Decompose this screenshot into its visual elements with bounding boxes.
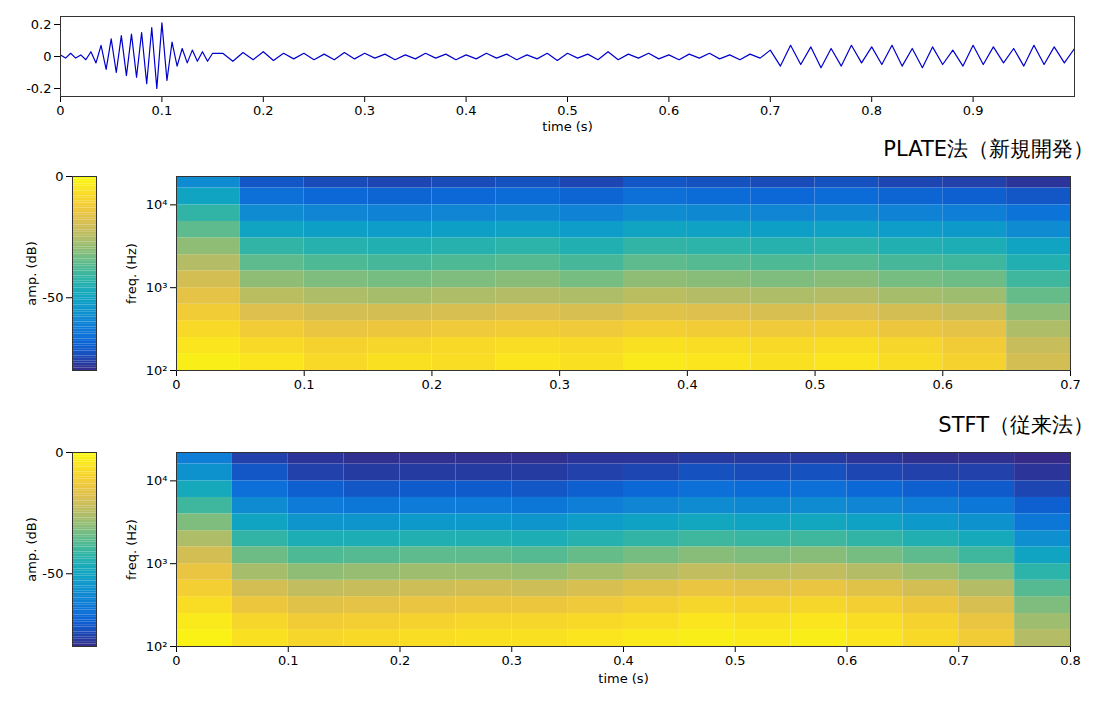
svg-text:10⁴: 10⁴ <box>146 197 168 212</box>
svg-text:0: 0 <box>56 103 64 118</box>
svg-text:0: 0 <box>43 49 51 64</box>
svg-text:freq. (Hz): freq. (Hz) <box>124 243 139 304</box>
svg-text:0.2: 0.2 <box>253 103 274 118</box>
svg-text:0.4: 0.4 <box>613 653 634 668</box>
svg-text:amp. (dB): amp. (dB) <box>24 517 39 581</box>
svg-text:10²: 10² <box>146 639 168 654</box>
svg-text:0.6: 0.6 <box>659 103 680 118</box>
svg-text:-50: -50 <box>42 290 63 305</box>
svg-text:0.7: 0.7 <box>1060 377 1081 392</box>
svg-text:0.3: 0.3 <box>354 103 375 118</box>
svg-text:freq. (Hz): freq. (Hz) <box>124 519 139 580</box>
svg-text:0.3: 0.3 <box>549 377 570 392</box>
svg-text:0: 0 <box>55 445 63 460</box>
svg-text:0.6: 0.6 <box>932 377 953 392</box>
svg-text:10⁴: 10⁴ <box>146 473 168 488</box>
html-text:PLATE法（新規開発）: PLATE法（新規開発） <box>883 137 1094 161</box>
svg-text:0.8: 0.8 <box>861 103 882 118</box>
svg-text:amp. (dB): amp. (dB) <box>24 241 39 305</box>
svg-text:10²: 10² <box>146 363 168 378</box>
svg-text:-50: -50 <box>42 566 63 581</box>
svg-text:0.4: 0.4 <box>456 103 477 118</box>
svg-text:0: 0 <box>172 653 180 668</box>
svg-text:0.2: 0.2 <box>31 17 52 32</box>
svg-text:0.1: 0.1 <box>294 377 315 392</box>
svg-text:0.5: 0.5 <box>725 653 746 668</box>
svg-text:0: 0 <box>172 377 180 392</box>
svg-text:0.5: 0.5 <box>557 103 578 118</box>
svg-text:0.5: 0.5 <box>805 377 826 392</box>
svg-text:0.1: 0.1 <box>278 653 299 668</box>
svg-text:0.7: 0.7 <box>948 653 969 668</box>
svg-text:10³: 10³ <box>146 556 168 571</box>
svg-text:0.6: 0.6 <box>837 653 858 668</box>
svg-text:0.2: 0.2 <box>422 377 443 392</box>
svg-text:0.2: 0.2 <box>390 653 411 668</box>
svg-text:0.9: 0.9 <box>963 103 984 118</box>
svg-text:0.7: 0.7 <box>760 103 781 118</box>
svg-text:0: 0 <box>55 169 63 184</box>
svg-text:0.1: 0.1 <box>152 103 173 118</box>
svg-text:0.8: 0.8 <box>1060 653 1081 668</box>
svg-text:time (s): time (s) <box>598 671 648 686</box>
svg-text:0.4: 0.4 <box>677 377 698 392</box>
svg-text:10³: 10³ <box>146 280 168 295</box>
svg-text:0.3: 0.3 <box>501 653 522 668</box>
html-text:STFT（従来法）: STFT（従来法） <box>938 413 1094 437</box>
svg-text:-0.2: -0.2 <box>26 81 51 96</box>
svg-text:time (s): time (s) <box>542 119 592 134</box>
